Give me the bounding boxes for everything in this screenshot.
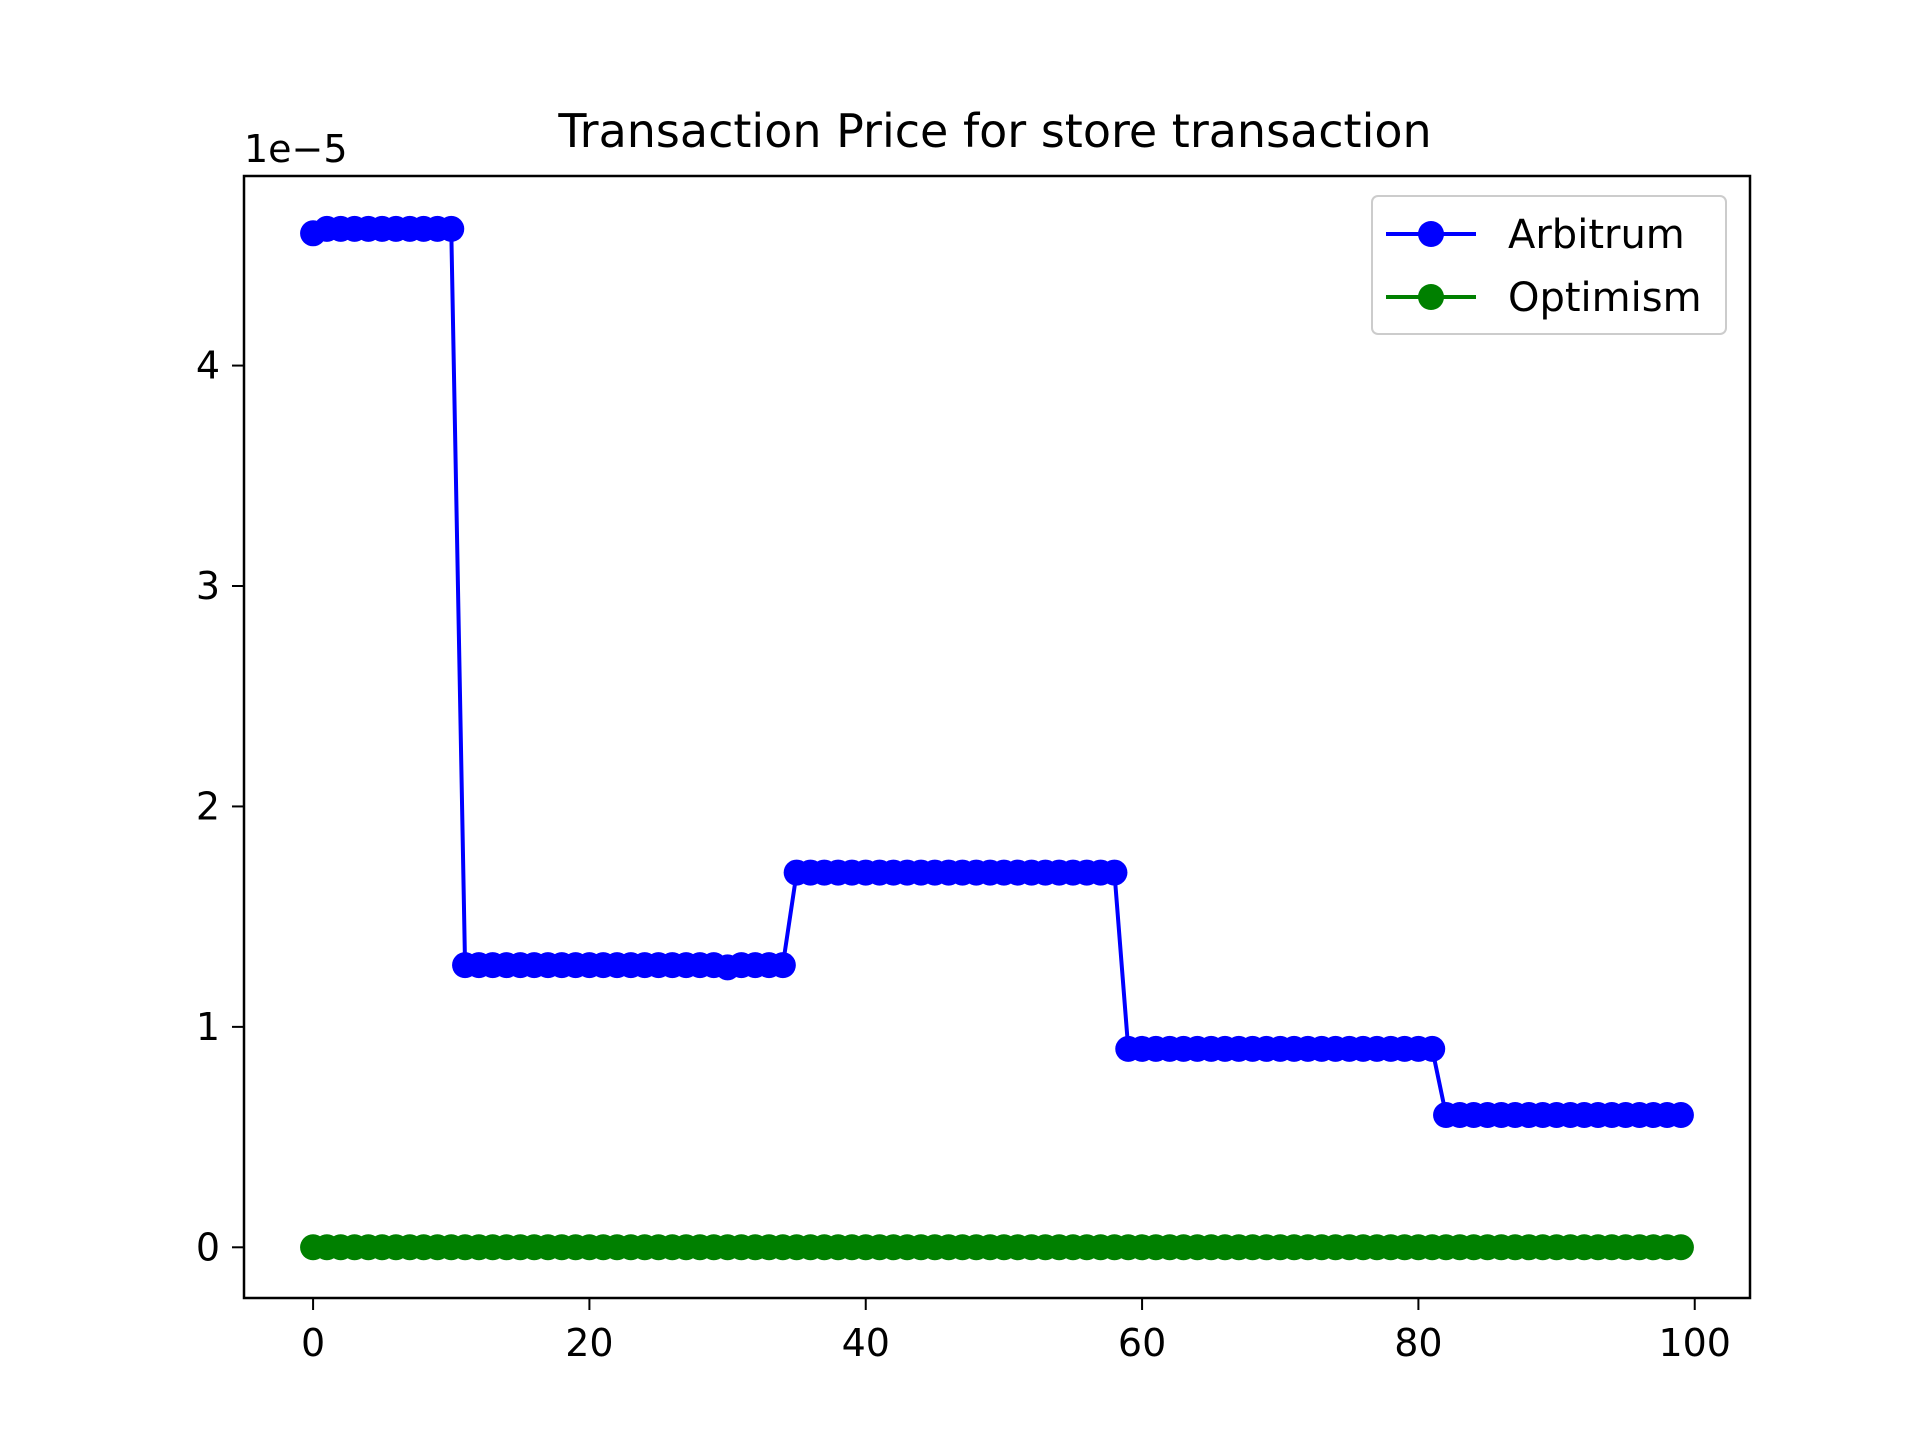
legend: Arbitrum Optimism [1371,195,1727,335]
data-point-arbitrum [438,215,465,242]
legend-item-arbitrum: Arbitrum [1386,212,1685,258]
data-point-optimism [1667,1234,1694,1261]
x-tick-label: 20 [565,1321,613,1365]
x-tick-label: 80 [1394,1321,1442,1365]
chart-title: Transaction Price for store transaction [557,104,1431,158]
x-tick-label: 60 [1118,1321,1166,1365]
x-tick-label: 0 [301,1321,325,1365]
legend-label-arbitrum: Arbitrum [1508,212,1685,258]
series-arbitrum [300,215,1694,1129]
data-point-arbitrum [1101,859,1128,886]
y-tick-label: 4 [196,344,220,388]
y-tick-label: 1 [196,1005,220,1049]
series-optimism [300,1234,1694,1261]
legend-box [1371,195,1727,335]
y-tick-label: 0 [196,1225,220,1269]
legend-marker-optimism [1418,284,1444,310]
legend-label-optimism: Optimism [1508,275,1702,321]
x-tick-label: 100 [1658,1321,1731,1365]
legend-marker-arbitrum [1418,221,1444,247]
x-tick-label: 40 [842,1321,890,1365]
plot-area [300,215,1694,1261]
plot-frame [242,174,1752,1300]
data-point-arbitrum [769,952,796,979]
y-axis-offset-label: 1e−5 [244,127,348,171]
data-point-arbitrum [1419,1035,1446,1062]
y-tick-label: 2 [196,784,220,828]
axes: 0 20 40 60 80 100 0 1 2 3 4 [196,344,1731,1365]
data-point-arbitrum [1667,1102,1694,1129]
legend-item-optimism: Optimism [1386,275,1702,321]
y-tick-label: 3 [196,564,220,608]
series-line-arbitrum [312,226,1681,1118]
